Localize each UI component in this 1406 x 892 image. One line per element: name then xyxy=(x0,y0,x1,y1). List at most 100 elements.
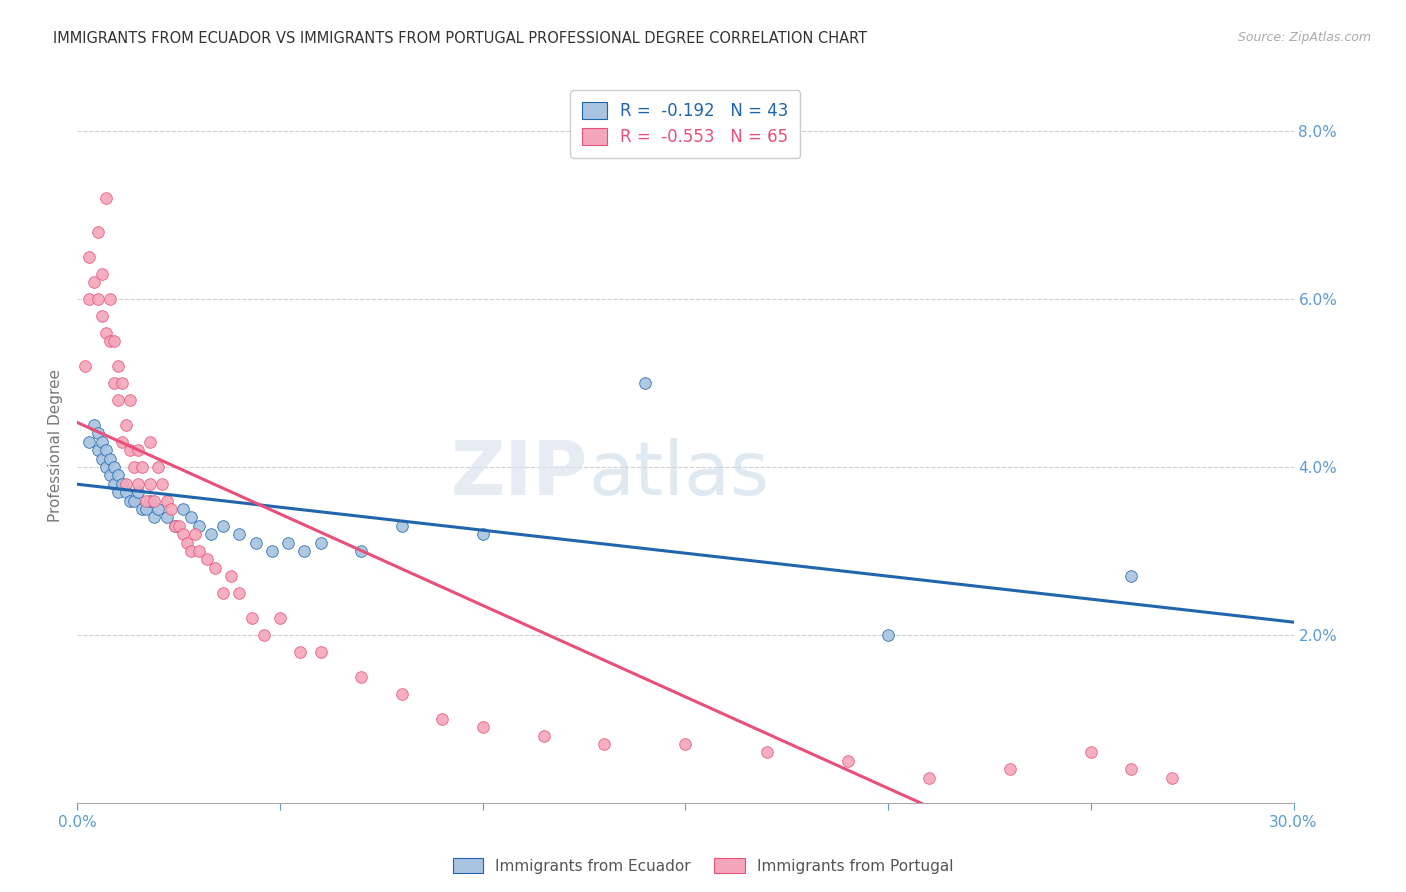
Point xyxy=(195,552,218,566)
Point xyxy=(837,754,859,768)
Point xyxy=(122,493,145,508)
Point xyxy=(204,560,226,574)
Point xyxy=(290,645,312,659)
Point xyxy=(143,510,166,524)
Point xyxy=(127,476,149,491)
Point xyxy=(593,737,616,751)
Point xyxy=(240,611,263,625)
Point xyxy=(188,544,211,558)
Point xyxy=(163,518,186,533)
Point xyxy=(139,434,162,449)
Point xyxy=(107,392,129,407)
Point xyxy=(188,518,211,533)
Point xyxy=(90,451,112,466)
Point xyxy=(180,544,202,558)
Point xyxy=(103,376,125,390)
Point xyxy=(163,518,186,533)
Point xyxy=(131,460,153,475)
Point xyxy=(292,544,315,558)
Point xyxy=(139,493,162,508)
Point xyxy=(79,434,101,449)
Point xyxy=(148,460,170,475)
Point xyxy=(277,535,299,549)
Point xyxy=(111,434,134,449)
Point xyxy=(152,476,174,491)
Y-axis label: Professional Degree: Professional Degree xyxy=(48,369,63,523)
Point xyxy=(98,468,121,483)
Point xyxy=(94,443,117,458)
Point xyxy=(75,359,97,374)
Point xyxy=(103,334,125,348)
Point xyxy=(148,502,170,516)
Point xyxy=(253,628,276,642)
Point xyxy=(79,292,101,306)
Point xyxy=(107,359,129,374)
Legend: R =  -0.192   N = 43, R =  -0.553   N = 65: R = -0.192 N = 43, R = -0.553 N = 65 xyxy=(571,90,800,158)
Point xyxy=(309,645,332,659)
Point xyxy=(115,476,138,491)
Point xyxy=(118,443,141,458)
Point xyxy=(471,527,494,541)
Point xyxy=(998,762,1021,776)
Point xyxy=(533,729,555,743)
Point xyxy=(155,493,177,508)
Point xyxy=(103,476,125,491)
Point xyxy=(167,518,190,533)
Point xyxy=(86,426,108,441)
Point xyxy=(115,485,138,500)
Point xyxy=(755,746,778,760)
Point xyxy=(155,510,177,524)
Point xyxy=(131,502,153,516)
Point xyxy=(471,720,494,734)
Point xyxy=(83,417,105,432)
Point xyxy=(634,376,657,390)
Point xyxy=(135,502,157,516)
Point xyxy=(228,527,250,541)
Point xyxy=(200,527,222,541)
Point xyxy=(391,687,413,701)
Point xyxy=(918,771,941,785)
Point xyxy=(90,434,112,449)
Text: atlas: atlas xyxy=(588,438,769,511)
Point xyxy=(79,250,101,264)
Point xyxy=(107,468,129,483)
Point xyxy=(86,225,108,239)
Point xyxy=(83,275,105,289)
Point xyxy=(118,493,141,508)
Point xyxy=(1161,771,1184,785)
Point xyxy=(675,737,697,751)
Point xyxy=(122,460,145,475)
Legend: Immigrants from Ecuador, Immigrants from Portugal: Immigrants from Ecuador, Immigrants from… xyxy=(447,852,959,880)
Point xyxy=(143,493,166,508)
Point xyxy=(90,267,112,281)
Point xyxy=(86,292,108,306)
Point xyxy=(98,292,121,306)
Point xyxy=(260,544,283,558)
Point xyxy=(90,309,112,323)
Text: ZIP: ZIP xyxy=(451,438,588,511)
Point xyxy=(98,334,121,348)
Point xyxy=(118,392,141,407)
Point xyxy=(1080,746,1102,760)
Point xyxy=(180,510,202,524)
Point xyxy=(159,502,181,516)
Point xyxy=(107,485,129,500)
Point xyxy=(221,569,243,583)
Point xyxy=(94,326,117,340)
Point xyxy=(172,502,194,516)
Point xyxy=(94,191,117,205)
Point xyxy=(98,451,121,466)
Point xyxy=(212,586,235,600)
Text: Source: ZipAtlas.com: Source: ZipAtlas.com xyxy=(1237,31,1371,45)
Point xyxy=(309,535,332,549)
Point xyxy=(172,527,194,541)
Point xyxy=(1121,569,1143,583)
Point xyxy=(139,476,162,491)
Point xyxy=(111,376,134,390)
Point xyxy=(1121,762,1143,776)
Point xyxy=(86,443,108,458)
Point xyxy=(135,493,157,508)
Point xyxy=(350,544,373,558)
Point xyxy=(176,535,198,549)
Point xyxy=(111,476,134,491)
